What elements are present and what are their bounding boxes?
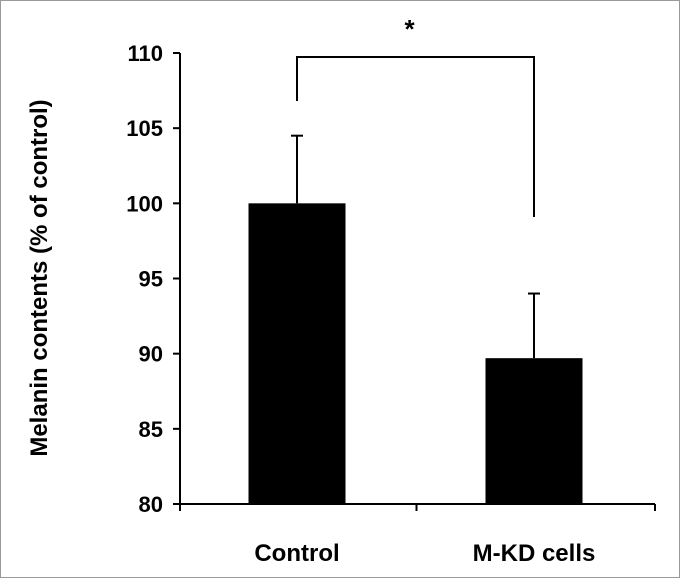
x-category-label: Control xyxy=(254,540,339,567)
y-tick-label: 100 xyxy=(126,191,163,216)
y-tick-label: 90 xyxy=(139,342,163,367)
y-tick-label: 85 xyxy=(139,417,163,442)
significance-bracket xyxy=(296,56,535,217)
y-tick-label: 80 xyxy=(139,492,163,517)
x-axis: Control M-KD cells xyxy=(179,503,656,567)
bar xyxy=(485,358,583,504)
y-tick-label: 110 xyxy=(128,41,164,66)
y-axis-title: Melanin contents (% of control) xyxy=(26,99,53,456)
bar xyxy=(248,203,346,505)
error-bars xyxy=(291,134,540,359)
x-category-label: M-KD cells xyxy=(473,540,596,567)
significance-label: * xyxy=(404,14,415,44)
y-axis: 80 85 90 95 100 105 110 xyxy=(126,41,181,517)
y-tick-label: 105 xyxy=(126,116,163,141)
significance-annotation: * xyxy=(296,14,535,217)
bars xyxy=(248,203,583,505)
y-tick-label: 95 xyxy=(139,267,163,292)
